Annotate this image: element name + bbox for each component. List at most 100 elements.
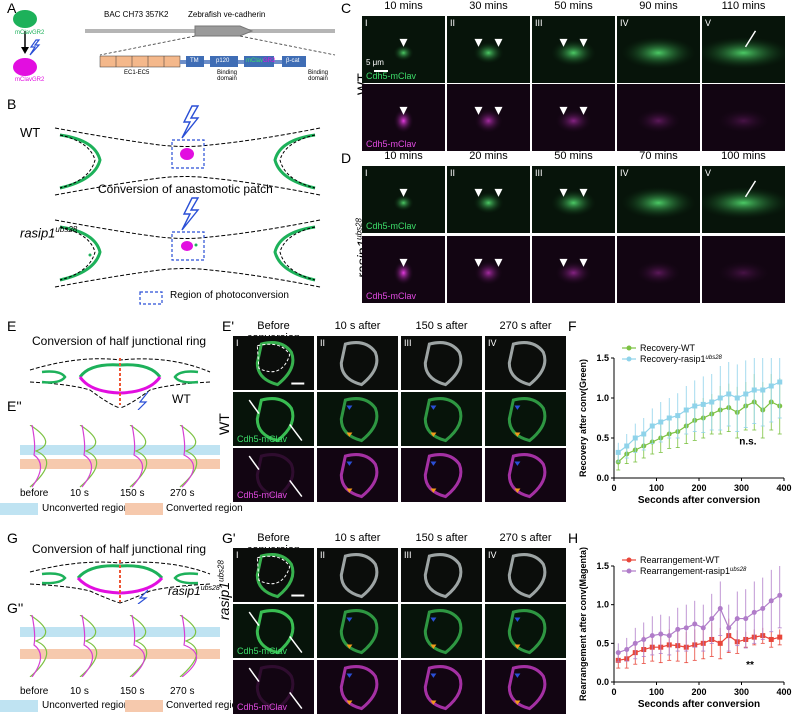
panel-letter-f: F: [568, 318, 577, 334]
panel-letter-h: H: [568, 530, 579, 546]
frame-numeral: II: [450, 18, 456, 28]
magenta-signal: [393, 106, 414, 133]
x-tick-label: 0: [611, 483, 616, 493]
gene-label: Zebrafish ve-cadherin: [188, 10, 265, 19]
green-channel-image: IV: [617, 166, 700, 233]
panel-letter-a: A: [7, 0, 17, 16]
magenta-profile: [31, 615, 42, 677]
x-tick-label: 200: [691, 687, 706, 697]
x-tick-label: 400: [776, 483, 791, 493]
e-ring-diagram: [29, 358, 211, 410]
channel-label-green: Cdh5-mClav: [237, 434, 288, 444]
bcat-domain: [282, 56, 306, 67]
g-prime-genotype-text: rasip1: [216, 581, 232, 620]
green-profile: [79, 425, 98, 488]
green-channel-image: [317, 604, 398, 658]
frame-numeral: II: [320, 338, 326, 348]
magenta-profile: [31, 425, 42, 488]
data-point: [768, 636, 774, 642]
channel-label-green: Cdh5-mClav: [366, 221, 417, 231]
arrowhead-marker: [579, 38, 588, 47]
time-label: 50 mins: [554, 0, 593, 12]
time-label: 70 mins: [639, 150, 678, 162]
blue-arrowhead: [514, 461, 521, 466]
lightning-icon-wt: [181, 105, 200, 139]
data-point: [615, 449, 621, 455]
g-prime-genotype-sup: ubs28: [216, 560, 226, 582]
time-label: 100 mins: [721, 150, 766, 162]
legend-marker: [626, 568, 632, 574]
data-point: [751, 387, 757, 393]
x-tick-label: 300: [734, 483, 749, 493]
tm-domain: [186, 56, 204, 67]
gene-arrow: [194, 25, 254, 37]
data-point: [658, 631, 664, 637]
orange-arrowhead: [430, 700, 437, 705]
data-point: [717, 640, 723, 646]
time-label: 50 mins: [554, 150, 593, 162]
magenta-channel-image: [485, 660, 566, 714]
merge-channel-image: I: [233, 336, 314, 390]
orange-arrowhead: [514, 488, 521, 493]
green-channel-image: V: [702, 16, 785, 83]
arrowhead-marker: [399, 188, 408, 197]
arrow-marker: [744, 180, 757, 198]
data-point: [675, 413, 681, 419]
green-profile: [179, 425, 198, 488]
magenta-channel-image: [702, 236, 785, 303]
panel-letter-g: G: [7, 530, 18, 546]
green-channel-image: [485, 604, 566, 658]
green-signal: [393, 38, 414, 61]
channel-label-magenta: Cdh5-mClav: [237, 702, 288, 712]
magenta-profile: [181, 615, 198, 677]
frame-numeral: V: [705, 18, 712, 28]
green-profile: [129, 615, 148, 677]
data-point: [734, 395, 740, 401]
data-point: [768, 383, 774, 389]
data-point: [624, 647, 630, 653]
tm-label: TM: [190, 58, 199, 64]
data-point: [743, 391, 749, 397]
green-profile: [29, 425, 48, 488]
e-legend-converted-swatch: [125, 503, 163, 515]
panel-letter-e: E: [7, 318, 17, 334]
green-channel-image: II: [447, 16, 530, 83]
blue-arrowhead: [346, 617, 353, 622]
magenta-signal: [636, 260, 681, 285]
magenta-signal: [555, 106, 592, 133]
cell-signal: [423, 665, 463, 711]
green-signal: [621, 186, 696, 219]
scale-bar: [374, 70, 388, 72]
blue-arrowhead: [514, 673, 521, 678]
green-signal: [621, 36, 696, 69]
profile-time-label: 150 s: [120, 488, 145, 499]
data-point: [683, 625, 689, 631]
cell-signal: [423, 453, 463, 499]
b-wt-label: WT: [20, 125, 41, 140]
cell-signal: [255, 341, 305, 387]
green-profile: [29, 615, 48, 677]
green-channel-image: II: [447, 166, 530, 233]
magenta-protein: [13, 58, 37, 76]
arrow-marker: [744, 30, 757, 48]
ec-label: EC1-EC5: [124, 70, 150, 76]
green-signal: [551, 188, 596, 217]
g-genotype-sup: ubs28: [200, 585, 220, 592]
column-header: 10 s after: [334, 532, 381, 544]
g-profile-diagram: [20, 615, 220, 677]
cell-signal: [423, 397, 463, 443]
orange-arrowhead: [346, 644, 353, 649]
data-point: [649, 423, 655, 429]
magenta-channel-image: Cdh5-mClav: [362, 236, 445, 303]
data-point: [768, 598, 774, 604]
binding-label-1: Binding domain: [216, 70, 237, 82]
b-mutant-sup: ubs28: [55, 225, 78, 234]
green-channel-image: [317, 392, 398, 446]
x-tick-label: 400: [776, 687, 791, 697]
y-tick-label: 1.5: [596, 353, 609, 363]
data-point: [717, 606, 723, 612]
e-profile-diagram: [20, 425, 220, 488]
g-ring-diagram: [29, 560, 211, 604]
magenta-profile: [131, 425, 144, 488]
arrowhead-marker: [494, 106, 503, 115]
